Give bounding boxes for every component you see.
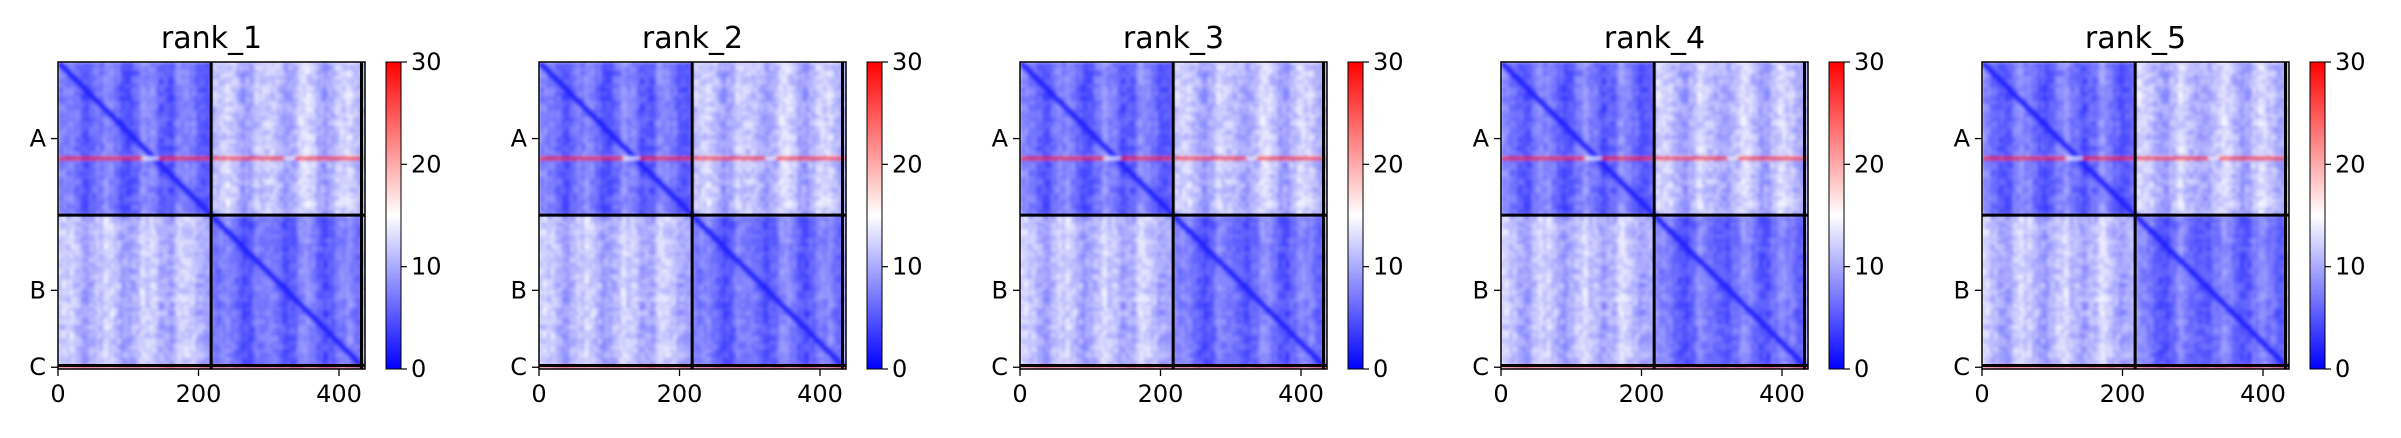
colorbar-tick-label: 20 — [892, 150, 923, 178]
heatmap-frame — [57, 61, 366, 370]
colorbar-tick-label: 10 — [411, 253, 442, 281]
colorbar — [1347, 61, 1364, 370]
x-tick-label: 0 — [531, 380, 546, 408]
chain-label-B: B — [1473, 276, 1489, 304]
colorbar-tick-label: 10 — [2335, 253, 2366, 281]
x-tick-label: 400 — [797, 380, 843, 408]
panel-title: rank_3 — [1123, 21, 1224, 56]
colorbar-tick-label: 20 — [1373, 150, 1404, 178]
colorbar — [2309, 61, 2326, 370]
colorbar-tick-label: 30 — [1854, 48, 1885, 76]
chain-label-B: B — [992, 276, 1008, 304]
heatmap-frame — [1019, 61, 1328, 370]
panel-title: rank_5 — [2085, 21, 2186, 56]
panel-title: rank_1 — [161, 21, 262, 56]
x-tick-label: 200 — [176, 380, 222, 408]
colorbar-tick-label: 0 — [2335, 355, 2350, 383]
chain-label-A: A — [992, 125, 1009, 153]
colorbar-tick-label: 0 — [1373, 355, 1388, 383]
colorbar-tick-label: 0 — [892, 355, 907, 383]
x-tick-label: 200 — [1138, 380, 1184, 408]
colorbar-tick-label: 20 — [2335, 150, 2366, 178]
x-tick-label: 0 — [50, 380, 65, 408]
colorbar-tick-label: 0 — [1854, 355, 1869, 383]
heatmap-frame — [1981, 61, 2290, 370]
chain-label-A: A — [1954, 125, 1971, 153]
colorbar-tick-label: 10 — [892, 253, 923, 281]
colorbar-tick-label: 30 — [1373, 48, 1404, 76]
chain-label-B: B — [30, 276, 46, 304]
x-tick-label: 0 — [1974, 380, 1989, 408]
x-tick-label: 200 — [657, 380, 703, 408]
chain-label-C: C — [29, 353, 46, 381]
x-tick-label: 400 — [2240, 380, 2286, 408]
chain-label-C: C — [991, 353, 1008, 381]
chain-label-A: A — [511, 125, 528, 153]
colorbar-tick-label: 30 — [892, 48, 923, 76]
colorbar — [866, 61, 883, 370]
x-tick-label: 200 — [2100, 380, 2146, 408]
heatmap-frame — [1500, 61, 1809, 370]
chain-label-C: C — [1472, 353, 1489, 381]
panel-title: rank_4 — [1604, 21, 1705, 56]
panel-title: rank_2 — [642, 21, 743, 56]
chain-label-C: C — [510, 353, 527, 381]
x-tick-label: 400 — [1278, 380, 1324, 408]
colorbar-tick-label: 20 — [1854, 150, 1885, 178]
x-tick-label: 400 — [1759, 380, 1805, 408]
chain-label-A: A — [30, 125, 47, 153]
x-tick-label: 0 — [1493, 380, 1508, 408]
colorbar — [385, 61, 402, 370]
colorbar — [1828, 61, 1845, 370]
colorbar-tick-label: 0 — [411, 355, 426, 383]
colorbar-tick-label: 20 — [411, 150, 442, 178]
colorbar-tick-label: 30 — [2335, 48, 2366, 76]
x-tick-label: 200 — [1619, 380, 1665, 408]
chain-label-A: A — [1473, 125, 1490, 153]
colorbar-tick-label: 10 — [1373, 253, 1404, 281]
colorbar-tick-label: 10 — [1854, 253, 1885, 281]
x-tick-label: 0 — [1012, 380, 1027, 408]
x-tick-label: 400 — [316, 380, 362, 408]
colorbar-tick-label: 30 — [411, 48, 442, 76]
chain-label-B: B — [1954, 276, 1970, 304]
chain-label-C: C — [1953, 353, 1970, 381]
heatmap-frame — [538, 61, 847, 370]
chain-label-B: B — [511, 276, 527, 304]
